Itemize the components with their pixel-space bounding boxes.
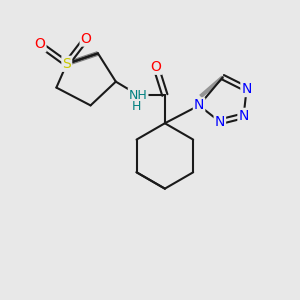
Text: NH: NH xyxy=(129,88,148,101)
Text: H: H xyxy=(132,100,141,113)
Text: N: N xyxy=(194,98,204,112)
Text: O: O xyxy=(151,60,161,74)
Text: N: N xyxy=(242,82,252,96)
Text: S: S xyxy=(62,57,71,71)
Text: O: O xyxy=(34,38,46,52)
Text: O: O xyxy=(81,32,92,46)
Text: N: N xyxy=(215,115,225,129)
Text: N: N xyxy=(238,109,249,123)
